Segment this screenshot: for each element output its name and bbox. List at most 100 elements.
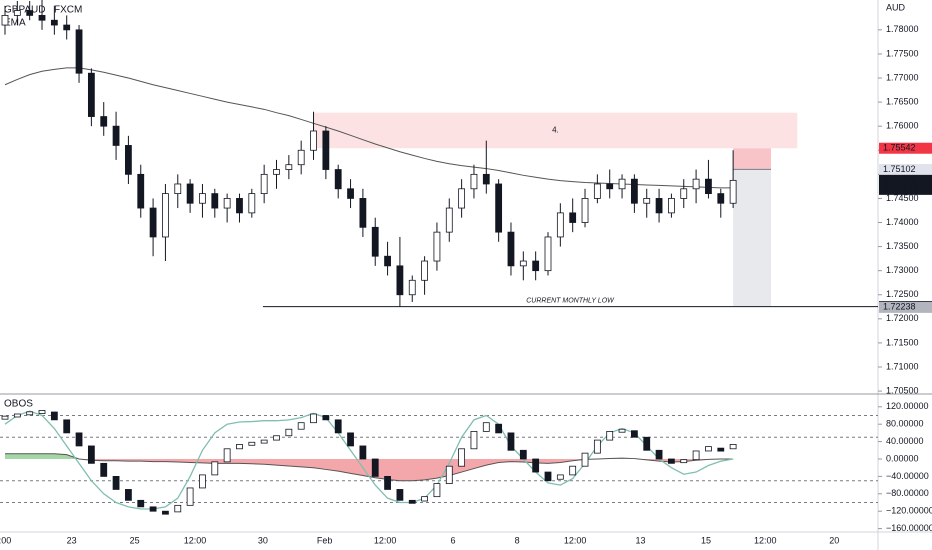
candle-body [26, 10, 34, 16]
oscillator-box [322, 415, 330, 421]
y-tick-label: 1.73500 [886, 241, 919, 251]
oscillator-box [162, 510, 169, 515]
candle-body [359, 198, 367, 228]
oscillator-box [569, 465, 577, 476]
candle-body [680, 188, 688, 199]
oscillator-box [544, 471, 552, 482]
candle-body [174, 183, 182, 195]
x-tick-label: :00 [0, 535, 11, 545]
y-tick-label: 1.71500 [886, 337, 919, 347]
x-tick-label: 13 [636, 535, 646, 545]
oscillator-box [593, 439, 601, 454]
candle-body [137, 173, 145, 209]
candle-body [606, 183, 614, 190]
oscillator-title: OBOS [4, 399, 33, 410]
oscillator-box [618, 428, 626, 433]
candle-body [482, 173, 490, 185]
oscillator-box [112, 475, 120, 490]
y-tick-label: 1.72000 [886, 313, 919, 323]
oscillator-box [470, 430, 478, 450]
candle-body [347, 188, 354, 199]
candle-body [717, 193, 725, 204]
candle-body [544, 236, 552, 272]
oscillator-box [38, 410, 46, 414]
candle-body [50, 19, 58, 26]
oscillator-box [334, 419, 342, 434]
oscillator-box [149, 506, 157, 512]
candle-body [334, 169, 342, 190]
price-tag [879, 163, 932, 175]
oscillator-box [297, 422, 305, 430]
oscillator-box [630, 430, 638, 438]
candle-body [125, 145, 132, 175]
oscillator-box [87, 445, 95, 464]
candle-body [470, 173, 478, 190]
oscillator-box [396, 489, 404, 501]
candle-body [519, 260, 527, 267]
candle-body [692, 178, 700, 190]
candle-body [729, 179, 737, 204]
candle-body [112, 125, 120, 146]
oscillator-box [236, 444, 243, 450]
x-tick-label: 12:00 [564, 535, 587, 545]
oscillator-box [495, 423, 503, 434]
x-tick-label: 15 [701, 535, 711, 545]
indicator-name: EMA [4, 18, 26, 29]
oscillator-box [137, 499, 145, 508]
oscillator-box [347, 432, 354, 447]
oscillator-box [445, 465, 453, 485]
y-tick-label: 1.74500 [886, 193, 919, 203]
candle-body [236, 198, 243, 214]
candle-body [433, 231, 441, 262]
candle-body [248, 193, 256, 214]
trend-area [4, 453, 734, 481]
y-tick-label: 120.00000 [886, 401, 929, 411]
oscillator-box [100, 462, 108, 477]
oscillator-box [199, 474, 206, 489]
oscillator-box [359, 445, 367, 460]
candle-body [162, 193, 169, 238]
candle-body [643, 198, 651, 204]
zone [313, 112, 798, 149]
oscillator-box [507, 432, 515, 451]
oscillator-box [285, 428, 293, 437]
candle-body [593, 183, 601, 199]
oscillator-box [606, 430, 614, 441]
oscillator-box [125, 489, 132, 501]
oscillator-box [705, 446, 712, 452]
oscillator-box [421, 496, 428, 502]
oscillator-box [310, 413, 317, 424]
level-label: CURRENT MONTHLY LOW [526, 297, 615, 304]
candle-body [396, 265, 404, 296]
currency: AUD [886, 2, 906, 12]
symbol: GBPAUD [4, 5, 46, 16]
candle-body [507, 231, 515, 267]
oscillator-box [433, 483, 441, 498]
candle-body [384, 255, 391, 267]
y-tick-label: −80.00000 [886, 488, 929, 498]
x-tick-label: 30 [258, 535, 268, 545]
y-tick-label: −40.00000 [886, 471, 929, 481]
oscillator-box [519, 449, 527, 460]
candle-body [38, 15, 46, 21]
source: FXCM [54, 5, 82, 16]
oscillator-box [260, 439, 268, 444]
y-tick-label: 1.71000 [886, 361, 919, 371]
oscillator-box [26, 411, 34, 416]
price-tag-label: 1.75102 [883, 164, 916, 174]
candle-body [75, 29, 83, 74]
oscillator-box [371, 458, 379, 477]
candle-body [310, 130, 317, 151]
oscillator-box [174, 504, 182, 513]
oscillator-box [248, 441, 256, 446]
candle-body [445, 207, 453, 233]
oscillator-box [717, 447, 725, 452]
candle-body [199, 193, 206, 204]
oscillator-box [556, 474, 564, 480]
y-tick-label: 40.00000 [886, 436, 924, 446]
y-tick-label: 1.77500 [886, 48, 919, 58]
candle-body [371, 226, 379, 257]
candle-body [495, 183, 503, 233]
y-tick-label: 1.77000 [886, 72, 919, 82]
candle-body [630, 178, 638, 204]
